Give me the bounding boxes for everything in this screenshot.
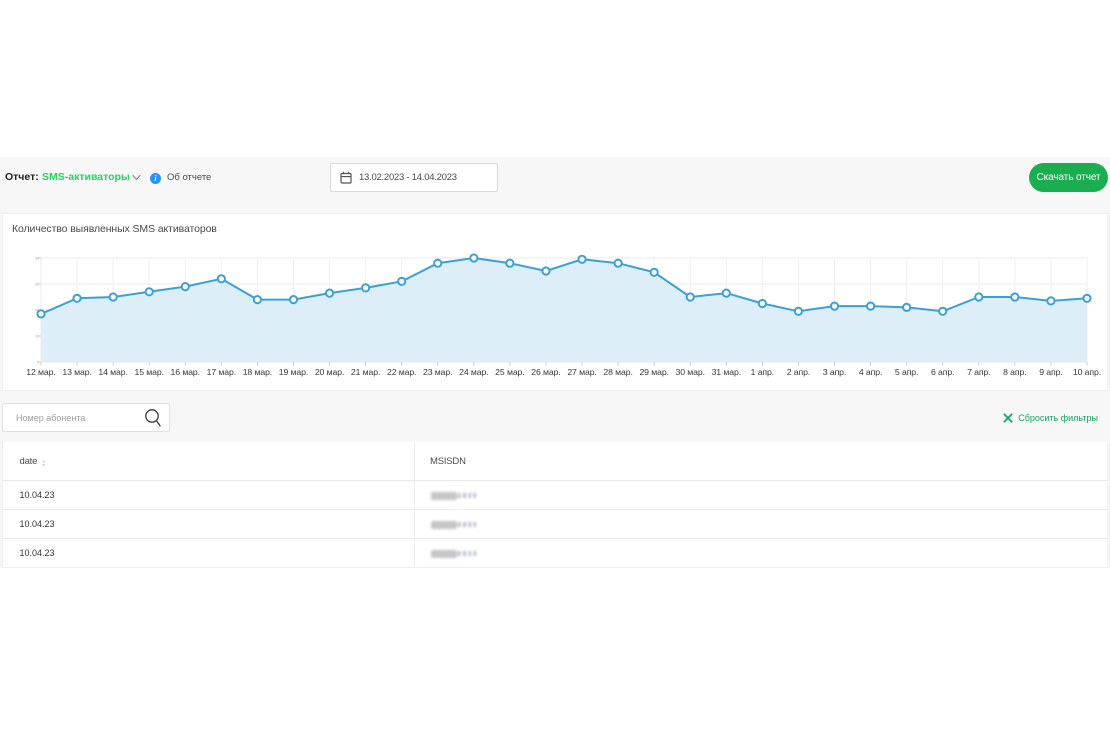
reset-filters-button[interactable]: Сбросить фильтры: [1003, 403, 1098, 432]
svg-text:2 апр.: 2 апр.: [787, 367, 810, 377]
reset-filters-label: Сбросить фильтры: [1018, 412, 1098, 423]
svg-text:15 мар.: 15 мар.: [134, 367, 163, 377]
search-icon[interactable]: [145, 409, 162, 428]
svg-text:29 мар.: 29 мар.: [639, 367, 668, 377]
svg-text:3 апр.: 3 апр.: [823, 367, 846, 377]
svg-text:0: 0: [37, 361, 39, 365]
svg-text:19 мар.: 19 мар.: [279, 367, 308, 377]
svg-text:18 мар.: 18 мар.: [243, 367, 272, 377]
svg-text:31 мар.: 31 мар.: [712, 367, 741, 377]
cell-date: 10.04.23: [19, 548, 55, 558]
svg-text:16 мар.: 16 мар.: [171, 367, 200, 377]
svg-text:9 апр.: 9 апр.: [1039, 367, 1062, 377]
date-range-value: 13.02.2023 - 14.04.2023: [359, 172, 457, 183]
info-icon[interactable]: i: [150, 172, 161, 184]
table-row[interactable]: 10.04.23: [3, 481, 1107, 510]
search-box: [2, 403, 170, 432]
svg-text:20 мар.: 20 мар.: [315, 367, 344, 377]
cell-date: 10.04.23: [19, 490, 55, 500]
svg-text:28 мар.: 28 мар.: [603, 367, 632, 377]
report-label: Отчет:: [5, 171, 39, 183]
search-input[interactable]: [16, 405, 142, 430]
column-divider: [414, 442, 415, 567]
svg-text:12 мар.: 12 мар.: [26, 367, 55, 377]
cell-msisdn-masked: [431, 491, 477, 501]
svg-text:24 мар.: 24 мар.: [459, 367, 488, 377]
svg-text:13 мар.: 13 мар.: [62, 367, 91, 377]
svg-text:25 мар.: 25 мар.: [495, 367, 524, 377]
svg-text:23 мар.: 23 мар.: [423, 367, 452, 377]
cell-msisdn-masked: [431, 549, 477, 559]
column-header-date[interactable]: date: [19, 456, 38, 467]
chart-panel: Количество выявленных SMS активаторов 0 2…: [2, 213, 1108, 391]
chart-title: Количество выявленных SMS активаторов: [12, 223, 217, 235]
chevron-down-icon[interactable]: [132, 174, 141, 181]
table-row[interactable]: 10.04.23: [3, 539, 1107, 568]
about-report-link[interactable]: Об отчете: [167, 172, 212, 183]
table-body: 10.04.23 10.04.23 10.04.23: [3, 481, 1107, 568]
download-report-button[interactable]: Скачать отчет: [1029, 163, 1108, 192]
svg-text:26 мар.: 26 мар.: [531, 367, 560, 377]
svg-text:60: 60: [35, 283, 39, 287]
svg-text:1 апр.: 1 апр.: [751, 367, 774, 377]
svg-text:7 апр.: 7 апр.: [967, 367, 990, 377]
svg-text:4 апр.: 4 апр.: [859, 367, 882, 377]
sms-activators-chart: 0 20 40 60 80 12 мар. 13 мар. 14 мар. 15 мар. 16 …: [26, 253, 1101, 377]
svg-text:22 мар.: 22 мар.: [387, 367, 416, 377]
svg-text:27 мар.: 27 мар.: [567, 367, 596, 377]
svg-text:17 мар.: 17 мар.: [207, 367, 236, 377]
svg-text:8 апр.: 8 апр.: [1003, 367, 1026, 377]
toolbar: Отчет: SMS-активаторы i Об отчете 13.02.…: [0, 163, 1110, 192]
svg-text:80: 80: [35, 257, 39, 261]
svg-text:40: 40: [35, 309, 39, 313]
cell-msisdn-masked: [431, 520, 477, 530]
sort-icon[interactable]: [41, 459, 46, 467]
svg-text:6 апр.: 6 апр.: [931, 367, 954, 377]
table-row[interactable]: 10.04.23: [3, 510, 1107, 539]
calendar-icon: [340, 171, 352, 184]
svg-text:30 мар.: 30 мар.: [676, 367, 705, 377]
date-range-picker[interactable]: 13.02.2023 - 14.04.2023: [330, 163, 498, 192]
svg-text:20: 20: [35, 335, 39, 339]
cell-date: 10.04.23: [19, 519, 55, 529]
results-table: date MSISDN 10.04.23 10.04.23 10.04.23: [2, 442, 1108, 568]
svg-text:10 апр.: 10 апр.: [1073, 367, 1101, 377]
report-select[interactable]: SMS-активаторы: [42, 171, 130, 183]
column-header-msisdn: MSISDN: [430, 456, 466, 467]
svg-text:14 мар.: 14 мар.: [98, 367, 127, 377]
svg-text:21 мар.: 21 мар.: [351, 367, 380, 377]
table-header-row: date MSISDN: [3, 442, 1107, 481]
close-icon: [1003, 412, 1013, 423]
svg-text:5 апр.: 5 апр.: [895, 367, 918, 377]
